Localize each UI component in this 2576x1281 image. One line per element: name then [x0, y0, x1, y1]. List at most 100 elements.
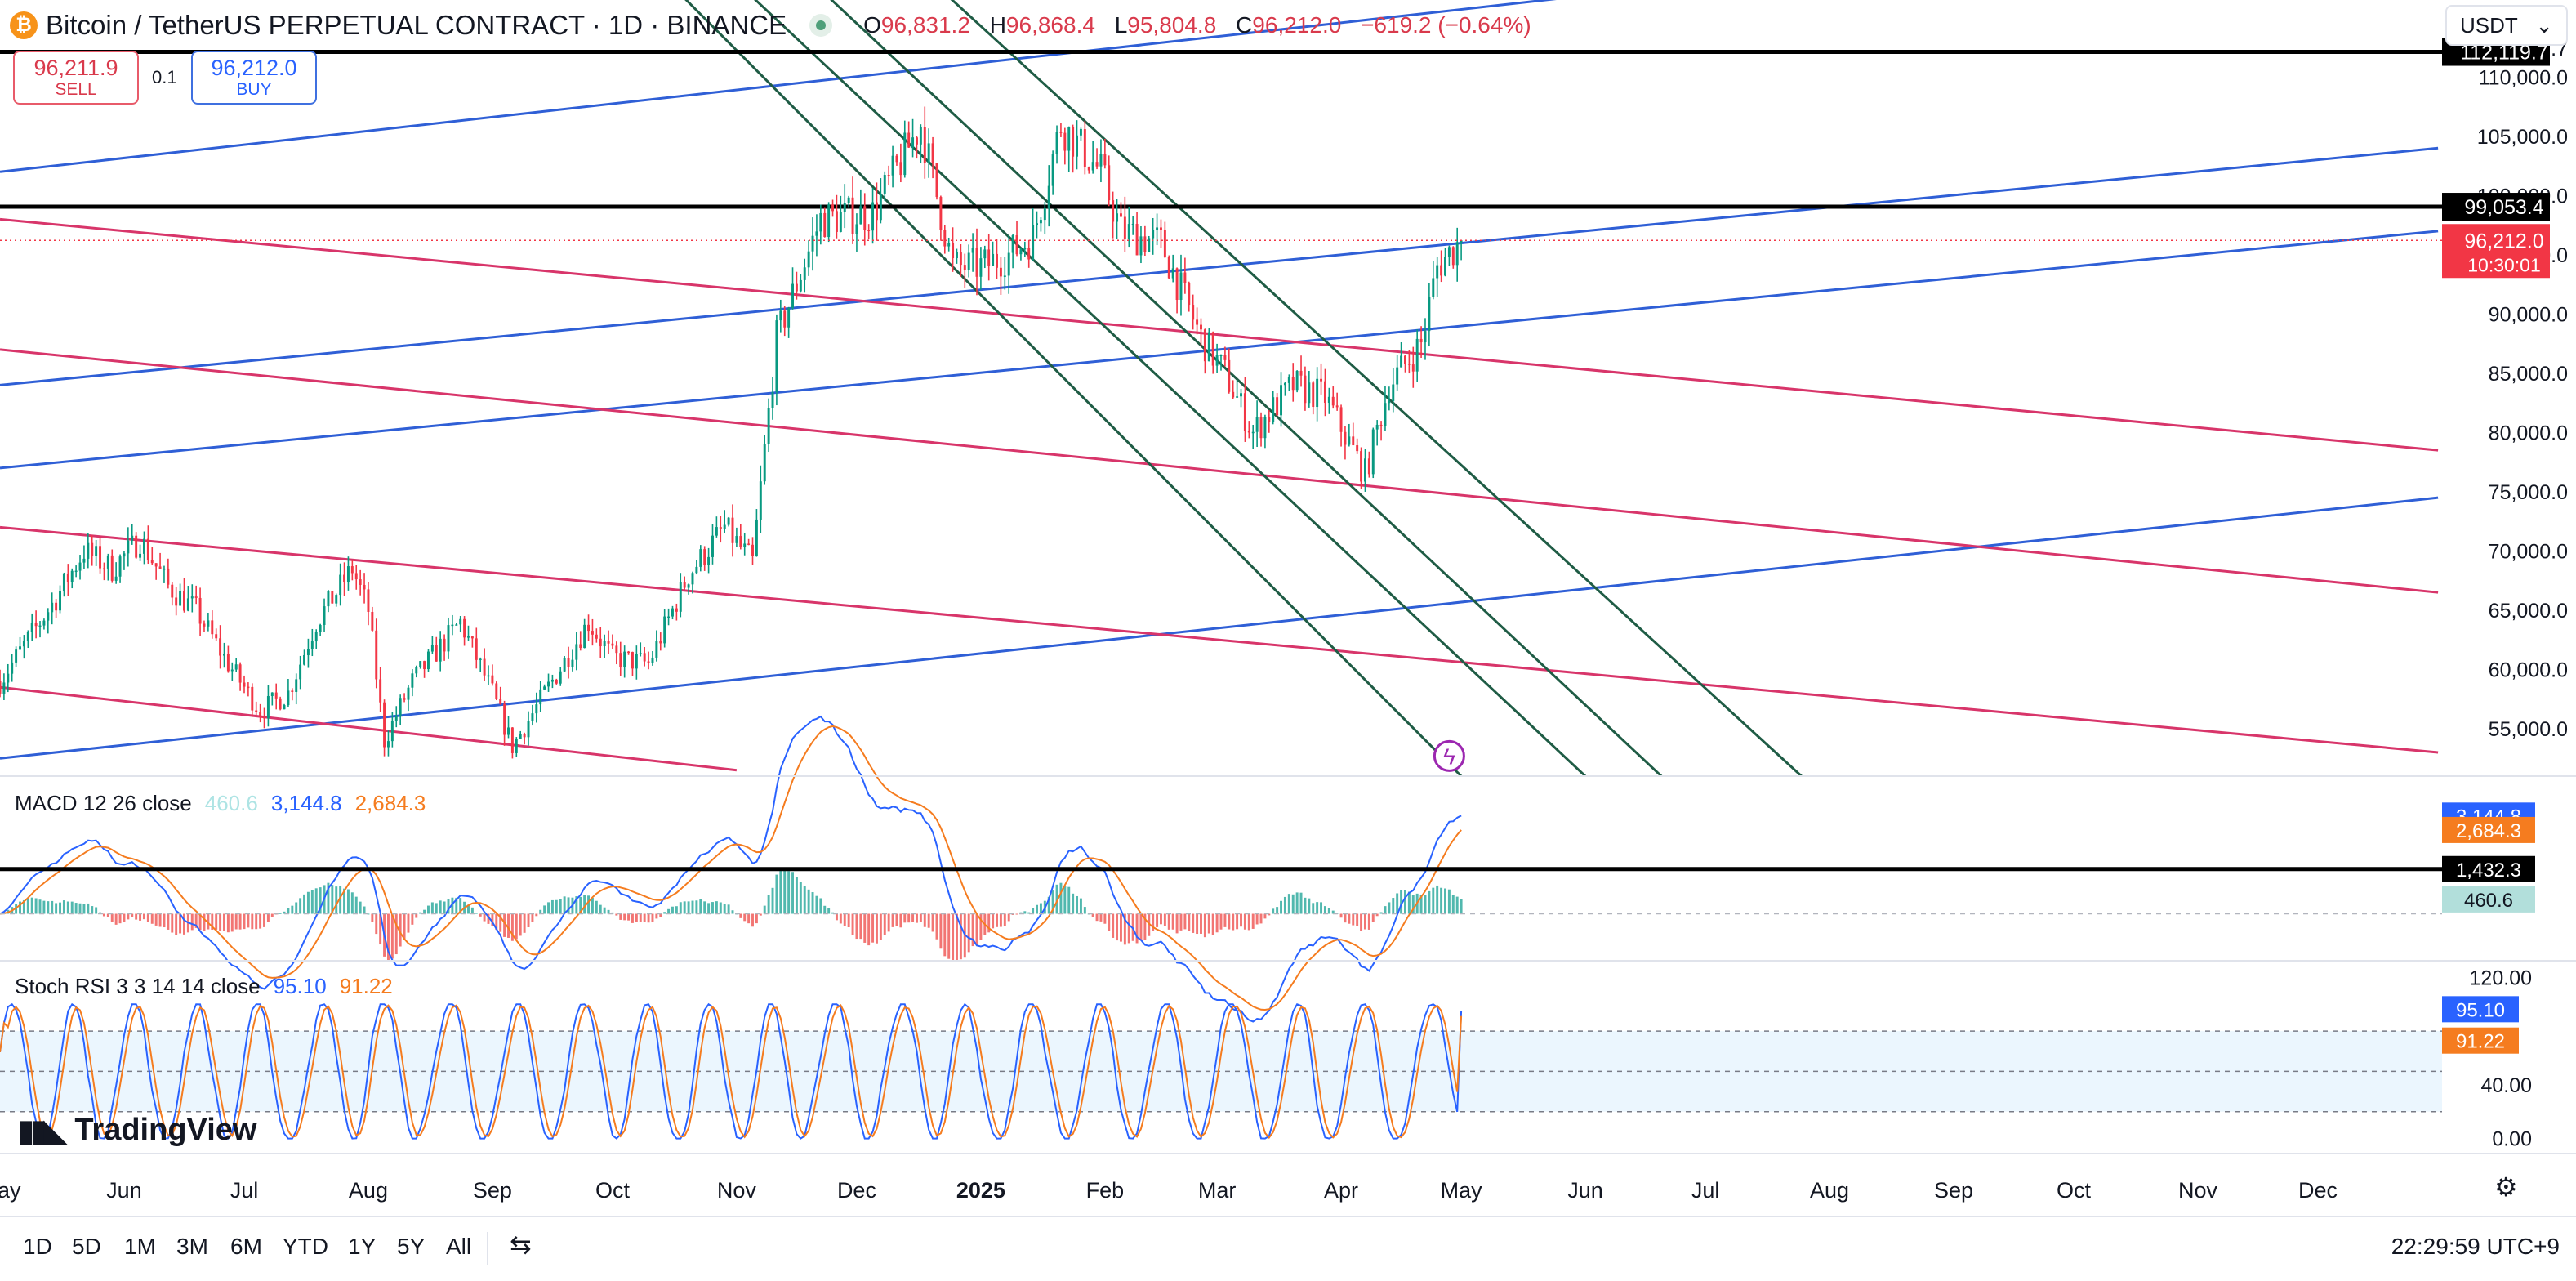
- timeframe-5y[interactable]: 5Y: [397, 1234, 426, 1259]
- candle: [1424, 318, 1427, 360]
- candle-body: [491, 675, 494, 684]
- macd-histogram-bar: [959, 913, 962, 960]
- candle: [879, 178, 882, 224]
- candle: [59, 585, 61, 614]
- macd-histogram-bar: [1299, 892, 1303, 914]
- market-open-icon[interactable]: [809, 14, 833, 37]
- clock[interactable]: 22:29:59 UTC+9: [2391, 1234, 2560, 1259]
- candle-body: [1087, 167, 1090, 171]
- candle: [1436, 257, 1439, 297]
- macd-histogram-bar: [499, 913, 502, 932]
- timeframe-all[interactable]: All: [446, 1234, 472, 1259]
- candle-body: [475, 638, 478, 660]
- compare-icon[interactable]: ⇆: [510, 1230, 532, 1259]
- stoch-tick-label: 40.00: [2480, 1074, 2532, 1097]
- candle-body: [639, 653, 642, 654]
- macd-histogram-bar: [691, 900, 694, 914]
- sell-button[interactable]: 96,211.9 SELL: [13, 51, 139, 105]
- candle-body: [1287, 377, 1290, 383]
- timeframe-5d[interactable]: 5D: [72, 1234, 101, 1259]
- timeframe-3m[interactable]: 3M: [176, 1234, 208, 1259]
- macd-histogram-bar: [62, 900, 65, 914]
- buy-button[interactable]: 96,212.0 BUY: [191, 51, 317, 105]
- stoch-pane: [0, 1002, 2442, 1140]
- candle: [66, 564, 69, 596]
- settings-icon[interactable]: ⚙: [2494, 1172, 2518, 1202]
- candle-body: [1243, 393, 1246, 431]
- candle: [783, 306, 787, 337]
- macd-histogram-bar: [527, 913, 530, 928]
- candle-body: [1175, 268, 1179, 300]
- timeframe-6m[interactable]: 6M: [230, 1234, 262, 1259]
- stoch-legend[interactable]: Stoch RSI 3 3 14 14 close 95.10 91.22: [15, 974, 393, 999]
- candle: [707, 547, 711, 574]
- macd-histogram-bar: [1183, 913, 1187, 930]
- candle: [1304, 366, 1307, 411]
- time-tick-label: Dec: [2298, 1178, 2338, 1203]
- candle-body: [270, 692, 274, 697]
- currency-select[interactable]: USDT ⌄: [2445, 5, 2568, 46]
- macd-histogram-bar: [671, 906, 674, 914]
- macd-legend[interactable]: MACD 12 26 close 460.6 3,144.8 2,684.3: [15, 791, 426, 816]
- candle: [871, 188, 875, 244]
- trend-line-green: [950, 0, 1803, 776]
- candle: [1419, 326, 1423, 358]
- candle: [667, 608, 671, 626]
- candle: [1404, 355, 1406, 373]
- candle-body: [274, 692, 278, 699]
- symbol-title[interactable]: Bitcoin / TetherUS PERPETUAL CONTRACT · …: [46, 10, 787, 40]
- macd-histogram-bar: [923, 913, 926, 927]
- countdown-label: 10:30:01: [2467, 254, 2541, 275]
- candle-body: [731, 517, 734, 543]
- time-tick-label: Oct: [2057, 1178, 2092, 1203]
- open-value: 96,831.2: [880, 12, 970, 38]
- candle-body: [238, 664, 242, 683]
- candle-body: [871, 202, 875, 231]
- candle: [719, 516, 722, 543]
- macd-histogram-bar: [1103, 913, 1107, 924]
- macd-histogram-bar: [807, 889, 810, 914]
- timeframe-1m[interactable]: 1M: [124, 1234, 156, 1259]
- price-tick-label: 70,000.0: [2489, 540, 2568, 563]
- macd-histogram-bar: [363, 906, 366, 914]
- candle: [186, 586, 189, 612]
- candle-body: [703, 549, 706, 565]
- candle: [1192, 294, 1195, 330]
- candle: [611, 634, 614, 650]
- price-pane: ϟ: [0, 0, 2442, 776]
- macd-histogram-bar: [543, 905, 546, 914]
- macd-histogram-bar: [899, 913, 902, 928]
- macd-histogram-bar: [519, 913, 522, 936]
- macd-histogram-bar: [238, 913, 242, 930]
- timeframe-1y[interactable]: 1Y: [348, 1234, 377, 1259]
- macd-histogram-bar: [1036, 904, 1038, 914]
- candle-body: [255, 710, 258, 712]
- candle: [323, 598, 326, 632]
- candle-body: [22, 640, 25, 647]
- candle-body: [739, 536, 742, 547]
- timeframe-1d[interactable]: 1D: [23, 1234, 52, 1259]
- macd-histogram-bar: [190, 913, 194, 931]
- candle-body: [1263, 417, 1267, 439]
- candle-body: [603, 640, 606, 647]
- candle: [992, 241, 995, 266]
- candle: [907, 121, 911, 148]
- candle: [106, 553, 109, 581]
- macd-histogram-bar: [550, 899, 554, 914]
- candle-body: [230, 669, 234, 672]
- candle-body: [971, 248, 974, 253]
- macd-histogram-bar: [375, 913, 378, 935]
- candle-body: [1352, 436, 1355, 446]
- candle: [1079, 127, 1082, 141]
- candle: [843, 184, 846, 229]
- tradingview-logo[interactable]: ▮▮◣ TradingView: [18, 1113, 256, 1148]
- macd-histogram-bar: [66, 901, 69, 914]
- timeframe-ytd[interactable]: YTD: [283, 1234, 328, 1259]
- ohlc-legend: O96,831.2 H96,868.4 L95,804.8 C96,212.0 …: [850, 12, 1531, 38]
- candle-body: [767, 408, 770, 444]
- candle-body: [339, 574, 342, 596]
- macd-histogram-bar: [967, 913, 970, 953]
- candle: [1228, 348, 1231, 394]
- candle: [1152, 217, 1155, 255]
- price-chart[interactable]: ϟ 55,000.0 60,000.0 65,000.0 70,000.0 75,000…: [0, 0, 2576, 1216]
